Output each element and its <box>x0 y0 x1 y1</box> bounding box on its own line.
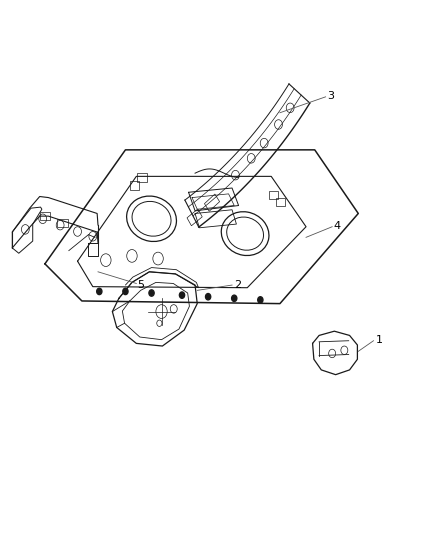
Circle shape <box>258 297 263 303</box>
Bar <box>187 209 202 226</box>
Text: 2: 2 <box>234 279 241 289</box>
Text: 3: 3 <box>327 91 334 101</box>
Circle shape <box>180 292 185 298</box>
Circle shape <box>232 295 237 302</box>
Text: 5: 5 <box>137 279 144 289</box>
Bar <box>57 219 67 227</box>
Circle shape <box>149 290 154 296</box>
Text: 1: 1 <box>376 335 383 345</box>
Bar <box>40 212 50 220</box>
Circle shape <box>97 288 102 295</box>
Bar <box>205 194 219 211</box>
Circle shape <box>205 294 211 300</box>
Text: 4: 4 <box>334 221 341 231</box>
Circle shape <box>123 288 128 295</box>
